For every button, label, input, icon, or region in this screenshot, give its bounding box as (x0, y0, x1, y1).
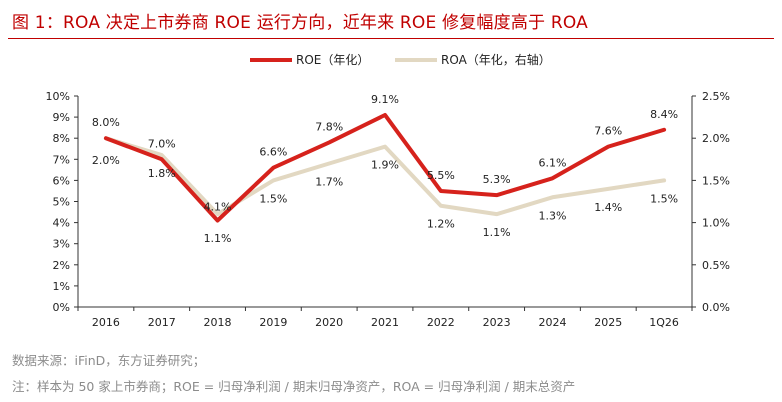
roa-data-label: 2.0% (92, 154, 120, 167)
source-note: 数据来源：iFinD，东方证券研究； (12, 353, 206, 368)
left-axis-tick-label: 4% (53, 217, 70, 230)
x-axis-tick-label: 1Q26 (649, 316, 679, 329)
left-axis-tick-label: 5% (53, 196, 70, 209)
roe-data-label: 6.1% (538, 156, 566, 169)
x-axis-tick-label: 2023 (483, 316, 511, 329)
roe-data-label: 9.1% (371, 93, 399, 106)
title-divider (8, 38, 774, 39)
roa-data-label: 1.1% (483, 226, 511, 239)
right-axis-tick-label: 2.5% (702, 90, 730, 103)
roa-series-line (103, 136, 667, 217)
roa-data-label: 1.7% (315, 176, 343, 189)
roa-data-label: 1.9% (371, 159, 399, 172)
roe-data-label: 8.0% (92, 116, 120, 129)
roe-data-label: 7.8% (315, 120, 343, 133)
x-axis-tick-label: 2016 (92, 316, 120, 329)
roe-data-label: 7.6% (594, 125, 622, 138)
legend-roe-label: ROE（年化） (296, 53, 369, 67)
legend-roa-label: ROA（年化，右轴） (441, 52, 551, 67)
roa-data-label: 1.2% (427, 218, 455, 231)
roe-data-label: 8.4% (650, 108, 678, 121)
x-axis-tick-label: 2025 (594, 316, 622, 329)
chart-axes: 0% 1% 2% 3% 4% 5% 6% 7% 8% 9% 10% 0.0% 0.5% 1.0% 1.5% 2… (46, 90, 730, 329)
data-labels: 8.0% 7.0% 4.1% 6.6% 7.8% 9.1% 5.5% 5.3% 6.1% 7.6%… (92, 93, 678, 245)
left-axis-tick-label: 6% (53, 174, 70, 187)
x-axis-tick-label: 2019 (259, 316, 287, 329)
x-axis-tick-label: 2018 (204, 316, 232, 329)
right-axis-tick-label: 0.5% (702, 259, 730, 272)
footnote: 注：样本为 50 家上市券商；ROE = 归母净利润 / 期末归母净资产，ROA… (12, 379, 576, 394)
chart-title: 图 1：ROA 决定上市券商 ROE 运行方向，近年来 ROE 修复幅度高于 R… (12, 13, 588, 33)
x-axis-tick-label: 2022 (427, 316, 455, 329)
left-axis-tick-label: 0% (53, 301, 70, 314)
chart-lines (103, 112, 667, 223)
right-axis-tick-label: 0.0% (702, 301, 730, 314)
left-axis-tick-label: 7% (53, 153, 70, 166)
roa-data-label: 1.8% (148, 167, 176, 180)
right-axis-tick-label: 1.0% (702, 217, 730, 230)
roa-data-label: 1.5% (650, 192, 678, 205)
roe-data-label: 6.6% (259, 146, 287, 159)
x-axis-tick-label: 2020 (315, 316, 343, 329)
x-axis-tick-label: 2024 (538, 316, 566, 329)
line-chart: 0% 1% 2% 3% 4% 5% 6% 7% 8% 9% 10% 0.0% 0.5% 1.0% 1.5% 2… (46, 52, 730, 329)
roe-data-label: 4.1% (204, 200, 232, 213)
chart-legend: ROE（年化） ROA（年化，右轴） (250, 52, 551, 67)
roe-data-label: 5.5% (427, 169, 455, 182)
roe-data-label: 7.0% (148, 137, 176, 150)
roa-data-label: 1.4% (594, 201, 622, 214)
right-axis-tick-label: 2.0% (702, 132, 730, 145)
x-axis-tick-label: 2017 (148, 316, 176, 329)
left-axis-tick-label: 1% (53, 280, 70, 293)
roa-data-label: 1.5% (259, 192, 287, 205)
right-axis-tick-label: 1.5% (702, 174, 730, 187)
roe-data-label: 5.3% (483, 173, 511, 186)
x-axis-tick-label: 2021 (371, 316, 399, 329)
roa-data-label: 1.1% (204, 232, 232, 245)
left-axis-tick-label: 8% (53, 132, 70, 145)
roe-series-line (103, 112, 667, 223)
left-axis-tick-label: 9% (53, 111, 70, 124)
left-axis-tick-label: 2% (53, 259, 70, 272)
left-axis-tick-label: 3% (53, 238, 70, 251)
left-axis-tick-label: 10% (46, 90, 70, 103)
roa-data-label: 1.3% (538, 209, 566, 222)
